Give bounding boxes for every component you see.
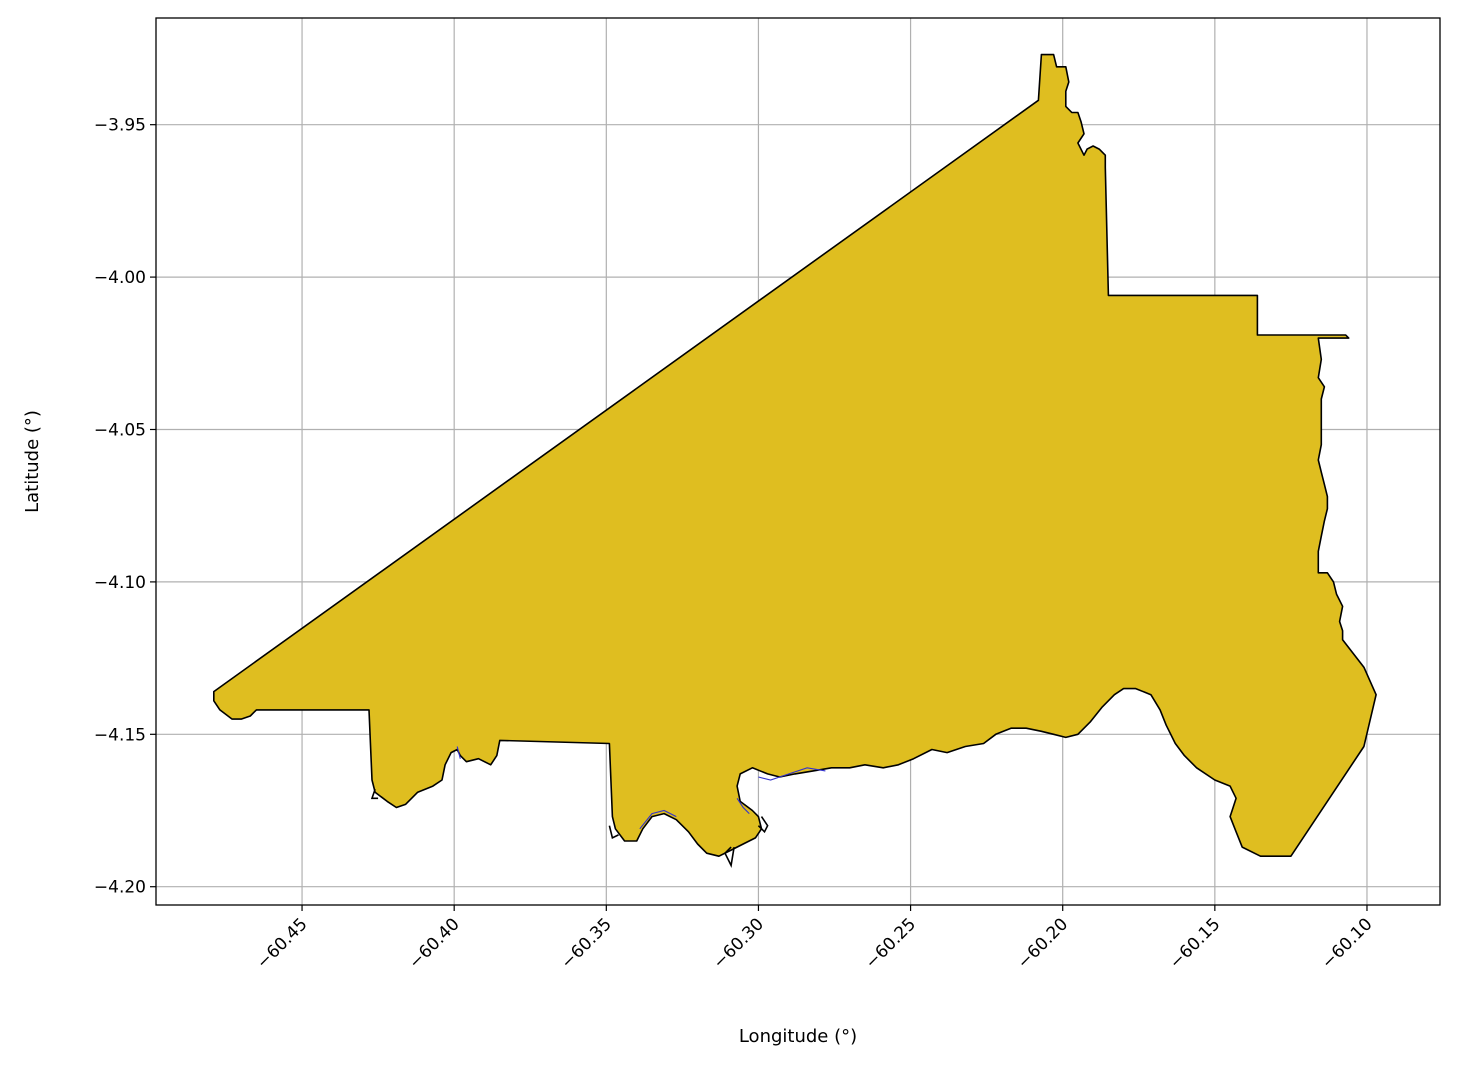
y-tick-label: −4.10: [94, 573, 146, 593]
river-line: [736, 797, 750, 814]
y-tick-label: −3.95: [94, 116, 146, 136]
boundary-fragment: [370, 788, 379, 800]
y-tick-label: −4.15: [94, 725, 146, 745]
river-line: [639, 809, 677, 830]
boundary-fragment: [757, 816, 769, 834]
municipality-region: [213, 53, 1377, 857]
x-axis-label: Longitude (°): [739, 1026, 857, 1047]
y-axis-label: Latitude (°): [22, 410, 43, 513]
y-tick-label: −4.05: [94, 420, 146, 440]
region-layer: [213, 53, 1377, 868]
y-tick-label: −4.00: [94, 268, 146, 288]
y-tick-label: −4.20: [94, 878, 146, 898]
plot-frame: [155, 17, 1441, 906]
boundary-fragment: [724, 846, 735, 868]
river-line: [758, 767, 826, 781]
boundary-fragment: [608, 825, 619, 840]
river-line: [456, 746, 461, 759]
